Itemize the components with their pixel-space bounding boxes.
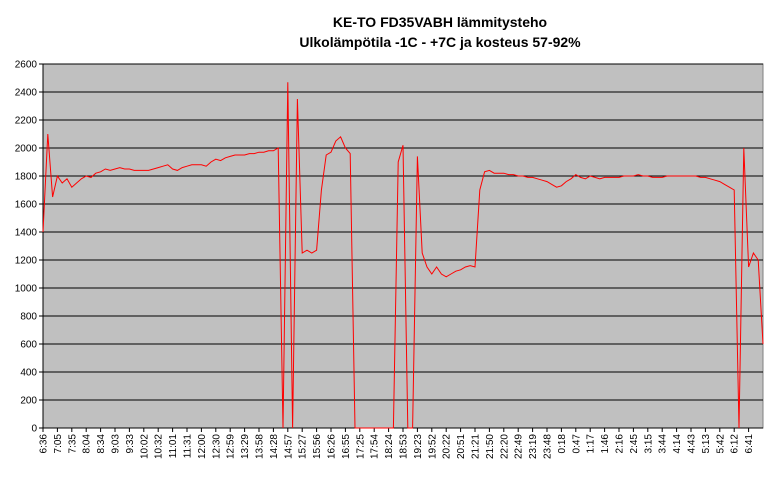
x-tick-label: 15:56	[312, 434, 323, 459]
x-tick-label: 6:41	[744, 434, 755, 454]
y-tick-label: 1800	[15, 172, 38, 183]
y-tick-label: 1400	[15, 228, 38, 239]
x-tick-label: 19:52	[427, 434, 438, 459]
x-tick-label: 8:04	[82, 434, 93, 454]
x-tick-label: 12:30	[211, 434, 222, 459]
x-tick-label: 21:50	[485, 434, 496, 459]
x-tick-label: 6:12	[730, 434, 741, 454]
x-tick-label: 17:54	[370, 434, 381, 459]
x-tick-label: 1:17	[586, 434, 597, 454]
y-tick-label: 2600	[15, 60, 38, 71]
y-tick-label: 600	[20, 340, 37, 351]
x-tick-label: 17:25	[355, 434, 366, 459]
x-tick-label: 5:42	[715, 434, 726, 454]
x-tick-label: 16:55	[341, 434, 352, 459]
x-tick-label: 0:18	[557, 434, 568, 454]
y-tick-label: 1600	[15, 200, 38, 211]
x-tick-label: 4:43	[687, 434, 698, 454]
x-tick-label: 21:21	[471, 434, 482, 459]
y-tick-label: 200	[20, 396, 37, 407]
x-tick-label: 18:53	[399, 434, 410, 459]
x-tick-label: 9:33	[125, 434, 136, 454]
x-tick-label: 20:51	[456, 434, 467, 459]
x-tick-label: 12:00	[197, 434, 208, 459]
y-tick-label: 2200	[15, 116, 38, 127]
x-tick-label: 10:32	[154, 434, 165, 459]
x-tick-label: 7:35	[67, 434, 78, 454]
x-tick-label: 23:19	[528, 434, 539, 459]
x-tick-label: 22:20	[499, 434, 510, 459]
data-line	[42, 82, 764, 429]
x-tick-label: 13:29	[240, 434, 251, 459]
x-tick-label: 3:44	[658, 434, 669, 454]
y-tick-label: 0	[31, 424, 37, 435]
y-tick-label: 400	[20, 368, 37, 379]
x-tick-label: 4:14	[672, 434, 683, 454]
x-tick-label: 12:59	[226, 434, 237, 459]
x-tick-label: 2:45	[629, 434, 640, 454]
y-tick-label: 2400	[15, 88, 38, 99]
x-tick-label: 9:03	[111, 434, 122, 454]
y-tick-label: 1200	[15, 256, 38, 267]
x-tick-label: 18:24	[384, 434, 395, 459]
x-tick-label: 14:28	[269, 434, 280, 459]
x-tick-label: 11:01	[168, 434, 179, 459]
x-tick-label: 22:49	[514, 434, 525, 459]
x-tick-label: 11:31	[183, 434, 194, 459]
x-tick-label: 10:02	[139, 434, 150, 459]
x-tick-label: 23:48	[543, 434, 554, 459]
x-tick-label: 8:34	[96, 434, 107, 454]
x-tick-label: 15:27	[298, 434, 309, 459]
x-tick-label: 7:05	[53, 434, 64, 454]
x-tick-label: 20:22	[442, 434, 453, 459]
chart-subtitle: Ulkolämpötila -1C - +7C ja kosteus 57-92…	[299, 34, 581, 50]
y-tick-label: 1000	[15, 284, 38, 295]
x-tick-label: 5:13	[701, 434, 712, 454]
x-tick-label: 3:15	[643, 434, 654, 454]
y-tick-label: 2000	[15, 144, 38, 155]
x-tick-label: 14:57	[283, 434, 294, 459]
y-tick-label: 800	[20, 312, 37, 323]
x-tick-label: 0:47	[571, 434, 582, 454]
plot-area	[42, 63, 764, 429]
x-tick-label: 16:26	[327, 434, 338, 459]
x-tick-label: 2:16	[615, 434, 626, 454]
x-tick-label: 13:58	[255, 434, 266, 459]
x-tick-label: 19:23	[413, 434, 424, 459]
chart-title: KE-TO FD35VABH lämmitysteho	[333, 14, 547, 30]
x-tick-label: 1:46	[600, 434, 611, 454]
x-tick-label: 6:36	[39, 434, 50, 454]
